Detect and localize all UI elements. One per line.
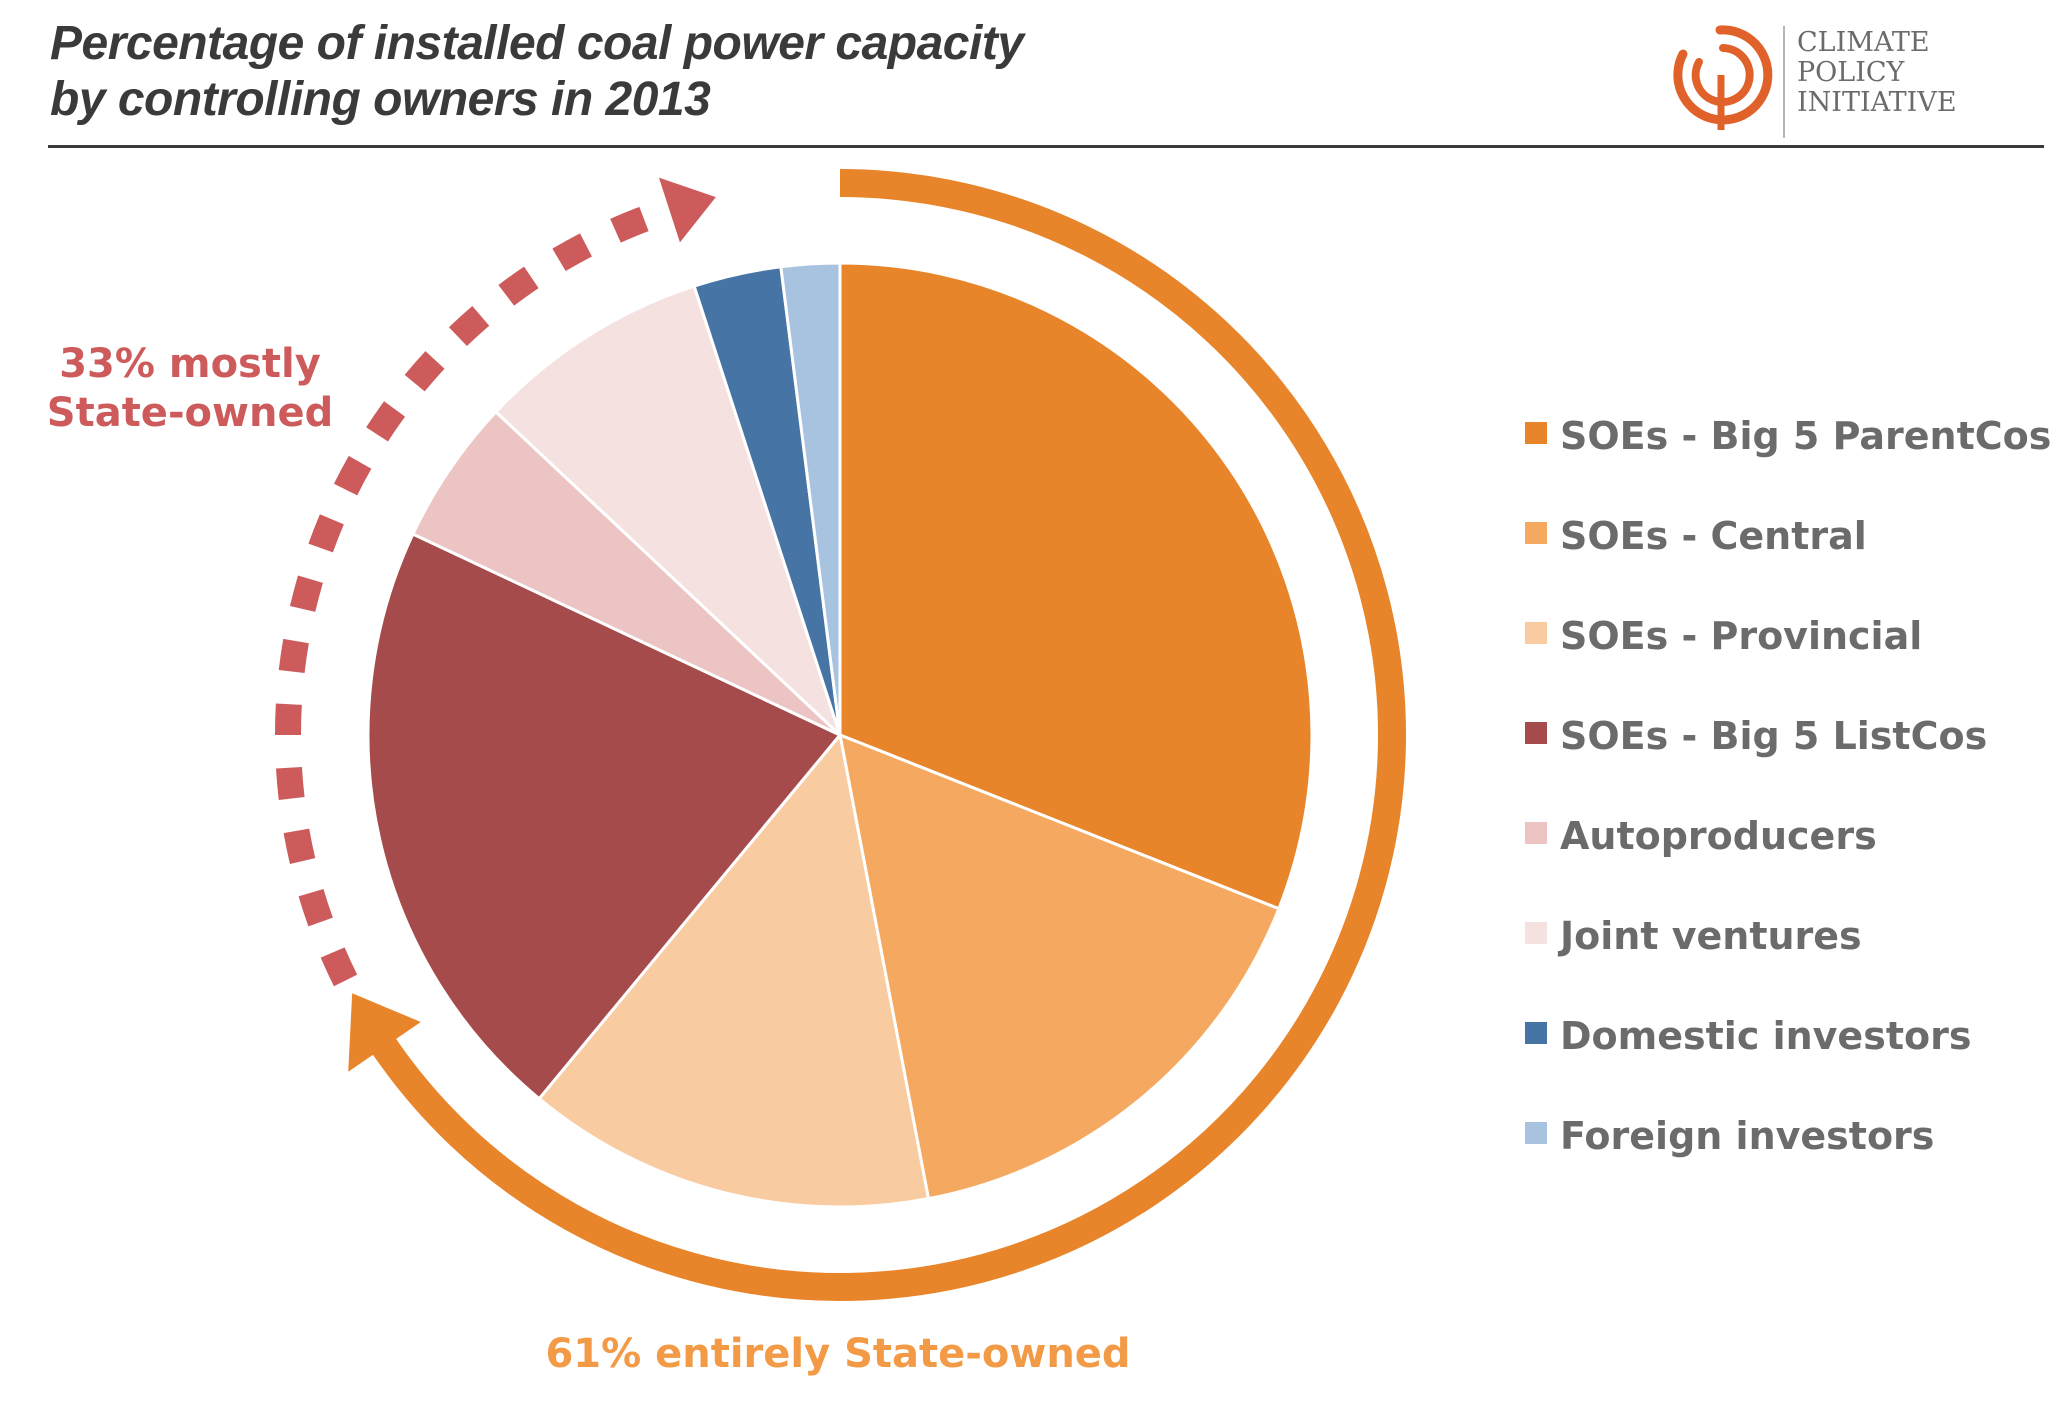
mostly-state-bracket-dash — [404, 351, 445, 392]
mostly-state-bracket-dash — [498, 266, 539, 306]
pie-slice-autoproducers — [410, 409, 842, 737]
mostly-state-bracket-dash — [275, 766, 305, 800]
chart-title-line-2: by controlling owners in 2013 — [50, 73, 711, 126]
mostly-state-bracket-dash — [308, 514, 344, 553]
mostly-state-bracket-dash — [298, 888, 333, 927]
ownership-brackets — [275, 169, 1406, 1301]
legend-swatch-soes-big-5-listcos — [1525, 722, 1547, 744]
pie-chart: SOEs - Big 5 ParentCos SOEs - Central SOEs… — [47, 169, 2051, 1377]
legend-swatch-autoproducers — [1525, 822, 1547, 844]
pie-slice-joint-ventures — [493, 284, 842, 737]
chart-title-line-1: Percentage of installed coal power capac… — [50, 17, 1024, 70]
pie-slice-foreign-investors — [779, 261, 842, 736]
pie-slice-soes-central — [838, 732, 1281, 1201]
mostly-state-bracket-dash — [610, 206, 649, 243]
legend-label-soes-central: SOEs - Central — [1560, 514, 1867, 558]
legend: SOEs - Big 5 ParentCos SOEs - Central SOEs… — [1525, 414, 2051, 1158]
pie-slice-soes-big-5-parentcos — [838, 261, 1314, 911]
legend-label-soes-big-5-parentcos: SOEs - Big 5 ParentCos — [1560, 414, 2051, 458]
legend-swatch-foreign-investors — [1525, 1122, 1547, 1144]
mostly-state-bracket-dash — [283, 828, 316, 865]
legend-label-joint-ventures: Joint ventures — [1557, 914, 1862, 958]
mostly-state-bracket-dash — [289, 575, 323, 612]
logo-text-line-2: POLICY — [1797, 57, 1905, 88]
pie-slice-soes-big-5-listcos — [366, 532, 843, 1101]
mostly-state-bracket-dash — [552, 233, 593, 272]
annotations: 33% mostly State-owned 61% entirely Stat… — [47, 341, 1131, 1377]
logo-text-line-3: INITIATIVE — [1797, 87, 1957, 118]
mostly-state-arrowhead — [658, 177, 716, 243]
chart-title: Percentage of installed coal power capac… — [50, 16, 1024, 128]
header-rule — [48, 145, 2044, 148]
climate-policy-initiative-logo: CLIMATE POLICY INITIATIVE — [1665, 18, 1965, 138]
mostly-state-bracket-dash — [275, 703, 302, 736]
mostly-state-bracket-dash — [320, 947, 358, 987]
legend-swatch-joint-ventures — [1525, 922, 1547, 944]
legend-swatch-soes-provincial — [1525, 622, 1547, 644]
logo-divider — [1783, 26, 1785, 138]
legend-swatch-domestic-investors — [1525, 1022, 1547, 1044]
legend-label-foreign-investors: Foreign investors — [1560, 1114, 1934, 1158]
entirely-state-arrowhead — [348, 993, 421, 1072]
legend-label-soes-big-5-listcos: SOEs - Big 5 ListCos — [1560, 714, 1987, 758]
annotation-entirely-state: 61% entirely State-owned — [545, 1331, 1130, 1377]
pie-slice-soes-provincial — [537, 731, 931, 1209]
climate-policy-initiative-logo-icon — [1673, 25, 1773, 130]
legend-label-autoproducers: Autoproducers — [1560, 814, 1877, 858]
mostly-state-bracket-dash — [448, 306, 490, 347]
logo-text: CLIMATE POLICY INITIATIVE — [1797, 28, 1957, 118]
annotation-mostly-state-line-2: State-owned — [47, 390, 333, 436]
header: Percentage of installed coal power capac… — [0, 0, 2072, 150]
entirely-state-bracket-arc — [367, 169, 1406, 1301]
legend-label-domestic-investors: Domestic investors — [1560, 1014, 1971, 1058]
legend-label-soes-provincial: SOEs - Provincial — [1560, 614, 1922, 658]
legend-swatch-soes-central — [1525, 522, 1547, 544]
mostly-state-bracket-dash — [366, 401, 406, 442]
mostly-state-bracket-dash — [278, 638, 309, 674]
pie-slices — [366, 261, 1314, 1209]
legend-swatch-soes-big-5-parentcos — [1525, 422, 1547, 444]
mostly-state-bracket-dash — [333, 455, 372, 496]
annotation-mostly-state-line-1: 33% mostly — [59, 341, 321, 387]
logo-text-line-1: CLIMATE — [1797, 27, 1930, 58]
